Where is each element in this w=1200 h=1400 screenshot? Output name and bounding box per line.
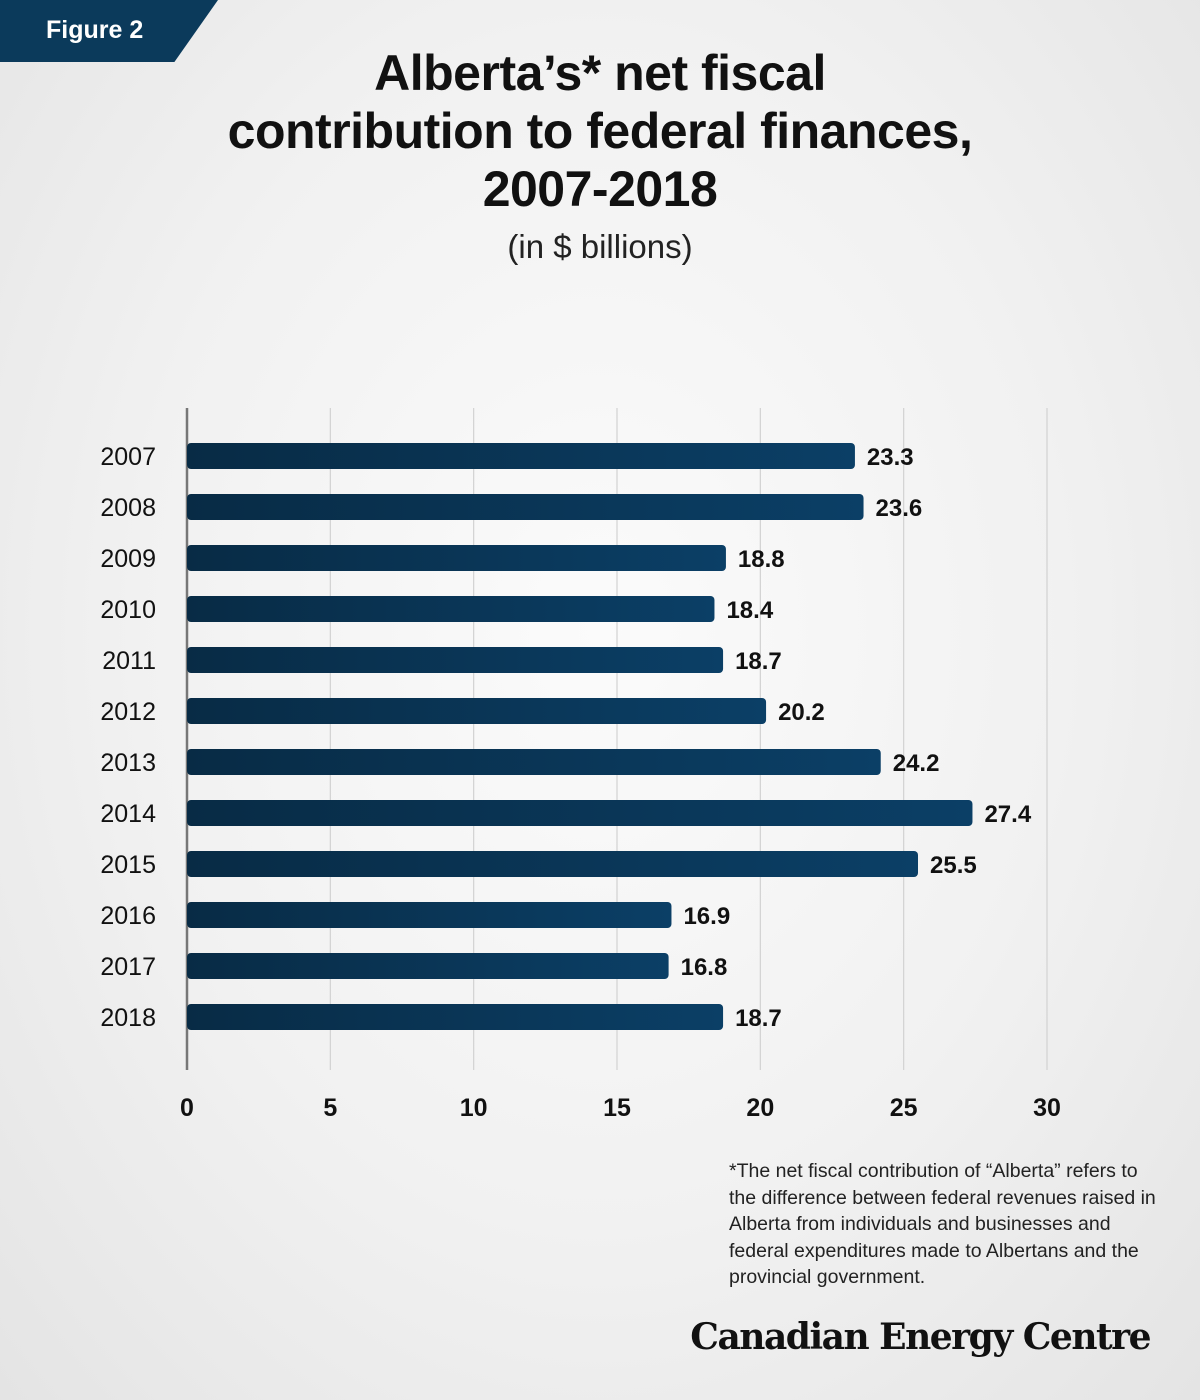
data-label: 16.8: [681, 954, 728, 981]
chart-title: Alberta’s* net fiscal contribution to fed…: [227, 45, 973, 217]
bar: [187, 953, 669, 979]
data-label: 23.6: [876, 495, 923, 522]
x-tick-label: 10: [460, 1094, 488, 1122]
bar: [187, 647, 724, 673]
y-tick-label: 2018: [100, 1004, 156, 1032]
labels: 0 5 10 15 20 25 30 2007 23.3 2008 23.6 2009 18.8 2010…: [100, 443, 1061, 1122]
data-label: 20.2: [778, 699, 825, 726]
y-tick-label: 2011: [102, 647, 156, 675]
data-label: 24.2: [893, 750, 940, 777]
y-tick-label: 2014: [100, 800, 156, 828]
y-tick-label: 2008: [100, 494, 156, 522]
y-tick-label: 2015: [100, 851, 156, 879]
data-label: 18.7: [735, 648, 782, 675]
x-tick-label: 5: [323, 1094, 337, 1122]
y-tick-label: 2016: [100, 902, 156, 930]
data-label: 18.4: [726, 597, 773, 624]
bar: [187, 902, 672, 928]
bar: [187, 596, 715, 622]
brand-logo: Canadian Energy Centre: [690, 1316, 1151, 1358]
x-tick-label: 20: [746, 1094, 774, 1122]
bar: [187, 800, 973, 826]
footnote: *The net fiscal contribution of “Alberta…: [729, 1160, 1156, 1288]
data-label: 16.9: [683, 903, 730, 930]
y-tick-label: 2009: [100, 545, 156, 573]
bar: [187, 749, 881, 775]
x-tick-label: 25: [890, 1094, 918, 1122]
chart-subtitle: (in $ billions): [507, 228, 693, 265]
figure-tag: Figure 2: [0, 0, 218, 62]
data-label: 25.5: [930, 852, 977, 879]
figure-label: Figure 2: [46, 16, 144, 44]
bar: [187, 545, 726, 571]
bars: [187, 443, 973, 1030]
bar: [187, 1004, 724, 1030]
data-label: 18.8: [738, 546, 785, 573]
x-tick-label: 30: [1033, 1094, 1061, 1122]
bar: [187, 851, 918, 877]
bar: [187, 443, 855, 469]
bar: [187, 494, 864, 520]
bar: [187, 698, 767, 724]
y-tick-label: 2010: [100, 596, 156, 624]
bar-chart: 0 5 10 15 20 25 30 2007 23.3 2008 23.6 2009 18.8 2010…: [100, 408, 1061, 1122]
y-tick-label: 2012: [100, 698, 156, 726]
data-label: 23.3: [867, 444, 914, 471]
y-tick-label: 2017: [100, 953, 156, 981]
y-tick-label: 2013: [100, 749, 156, 777]
y-tick-label: 2007: [100, 443, 156, 471]
data-label: 18.7: [735, 1005, 782, 1032]
x-tick-label: 0: [180, 1094, 194, 1122]
x-tick-label: 15: [603, 1094, 631, 1122]
data-label: 27.4: [984, 801, 1031, 828]
